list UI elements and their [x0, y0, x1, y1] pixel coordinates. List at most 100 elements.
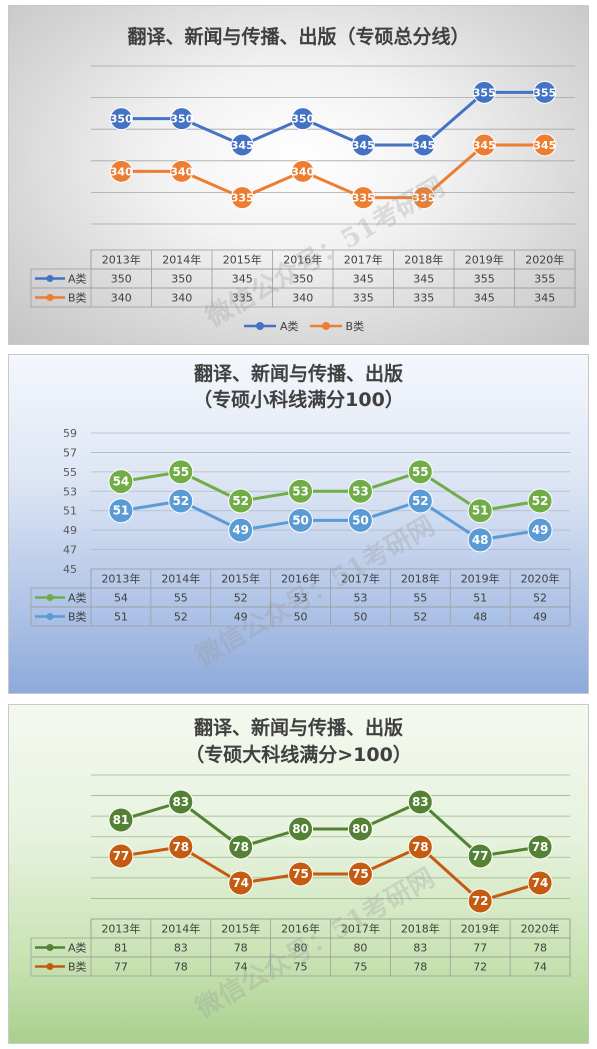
data-point — [228, 488, 254, 514]
data-point — [533, 133, 557, 157]
table-cell: 340 — [171, 292, 192, 305]
chart-panel-total: 翻译、新闻与传播、出版（专硕总分线） 350 350 345 350 345 345 355… — [8, 5, 589, 345]
data-label: 340 — [170, 165, 193, 178]
data-label: 55 — [412, 465, 429, 479]
data-point — [288, 507, 314, 533]
table-cell: 48 — [473, 611, 487, 624]
x-tick-label: 2014年 — [162, 253, 201, 267]
table-cell: 52 — [533, 592, 547, 605]
data-label: 340 — [110, 165, 133, 178]
y-tick-label: 51 — [63, 505, 77, 518]
data-point — [228, 870, 254, 896]
data-label: 345 — [231, 139, 254, 152]
table-cell: 78 — [234, 942, 248, 955]
data-label: 51 — [113, 504, 130, 518]
data-point — [472, 133, 496, 157]
x-tick-label: 2019年 — [461, 572, 500, 586]
table-cell: 81 — [114, 942, 128, 955]
table-cell: 53 — [353, 592, 367, 605]
x-tick-label: 2016年 — [281, 572, 320, 586]
data-point — [347, 861, 373, 887]
data-point — [168, 459, 194, 485]
table-cell: 52 — [174, 611, 188, 624]
table-legend-marker — [46, 944, 54, 951]
table-cell: 335 — [232, 292, 253, 305]
table-cell: 78 — [413, 961, 427, 974]
table-cell: 340 — [111, 292, 132, 305]
x-tick-label: 2020年 — [521, 922, 560, 936]
x-tick-label: 2015年 — [221, 572, 260, 586]
data-label: 350 — [110, 113, 133, 126]
data-label: 54 — [113, 475, 130, 489]
data-label: 350 — [170, 113, 193, 126]
table-cell: 345 — [413, 273, 434, 286]
data-label: 335 — [231, 192, 254, 205]
data-point — [291, 159, 315, 183]
data-point — [412, 186, 436, 210]
x-tick-label: 2019年 — [465, 253, 504, 267]
table-cell: 55 — [413, 592, 427, 605]
x-tick-label: 2015年 — [221, 922, 260, 936]
x-tick-label: 2014年 — [161, 572, 200, 586]
table-cell: 72 — [473, 961, 487, 974]
table-row — [30, 287, 576, 308]
data-label: 350 — [291, 113, 314, 126]
data-label: 345 — [352, 139, 375, 152]
data-point — [291, 107, 315, 131]
table-cell: 355 — [534, 273, 555, 286]
table-series-name: B类 — [68, 960, 87, 974]
data-label: 80 — [352, 822, 369, 836]
legend-item-b: B类 — [309, 318, 364, 334]
data-label: 340 — [291, 165, 314, 178]
data-label: 52 — [412, 494, 429, 508]
data-point — [467, 527, 493, 553]
data-point — [108, 807, 134, 833]
table-series-name: A类 — [68, 941, 87, 955]
data-point — [407, 488, 433, 514]
data-point — [288, 478, 314, 504]
data-label: 78 — [412, 840, 429, 854]
data-point — [527, 517, 553, 543]
data-label: 80 — [292, 822, 309, 836]
data-label: 55 — [172, 465, 189, 479]
table-cell: 52 — [234, 592, 248, 605]
data-label: 74 — [532, 876, 549, 890]
chart-legend: A类 B类 — [243, 318, 364, 334]
data-label: 77 — [472, 849, 489, 863]
data-label: 49 — [232, 523, 249, 537]
x-tick-label: 2015年 — [223, 253, 262, 267]
x-tick-label: 2017年 — [344, 253, 383, 267]
y-tick-label: 47 — [63, 544, 77, 557]
data-point — [467, 888, 493, 914]
data-point — [347, 507, 373, 533]
data-label: 75 — [292, 867, 309, 881]
table-legend-marker — [46, 594, 54, 601]
data-label: 51 — [472, 504, 489, 518]
table-cell: 345 — [353, 273, 374, 286]
chart-small-subject-score: 45 47 49 51 53 55 57 59 54 55 52 53 53 55 51 52 51 52 49 50… — [30, 427, 571, 627]
data-label: 53 — [352, 484, 369, 498]
data-point — [170, 159, 194, 183]
data-point — [527, 488, 553, 514]
table-row — [30, 606, 571, 627]
table-cell: 345 — [474, 292, 495, 305]
data-point — [109, 159, 133, 183]
table-series-name: B类 — [68, 610, 87, 624]
table-cell: 83 — [174, 942, 188, 955]
data-point — [407, 459, 433, 485]
data-point — [230, 133, 254, 157]
table-cell: 83 — [413, 942, 427, 955]
x-tick-label: 2013年 — [101, 572, 140, 586]
y-tick-label: 59 — [63, 427, 77, 440]
data-label: 83 — [412, 795, 429, 809]
x-tick-label: 2018年 — [401, 572, 440, 586]
table-row — [30, 956, 571, 977]
table-legend-marker — [46, 294, 54, 301]
data-label: 49 — [532, 523, 549, 537]
table-cell: 49 — [533, 611, 547, 624]
data-label: 52 — [172, 494, 189, 508]
data-point — [527, 870, 553, 896]
table-legend-marker — [46, 963, 54, 970]
data-point — [108, 498, 134, 524]
data-label: 75 — [352, 867, 369, 881]
